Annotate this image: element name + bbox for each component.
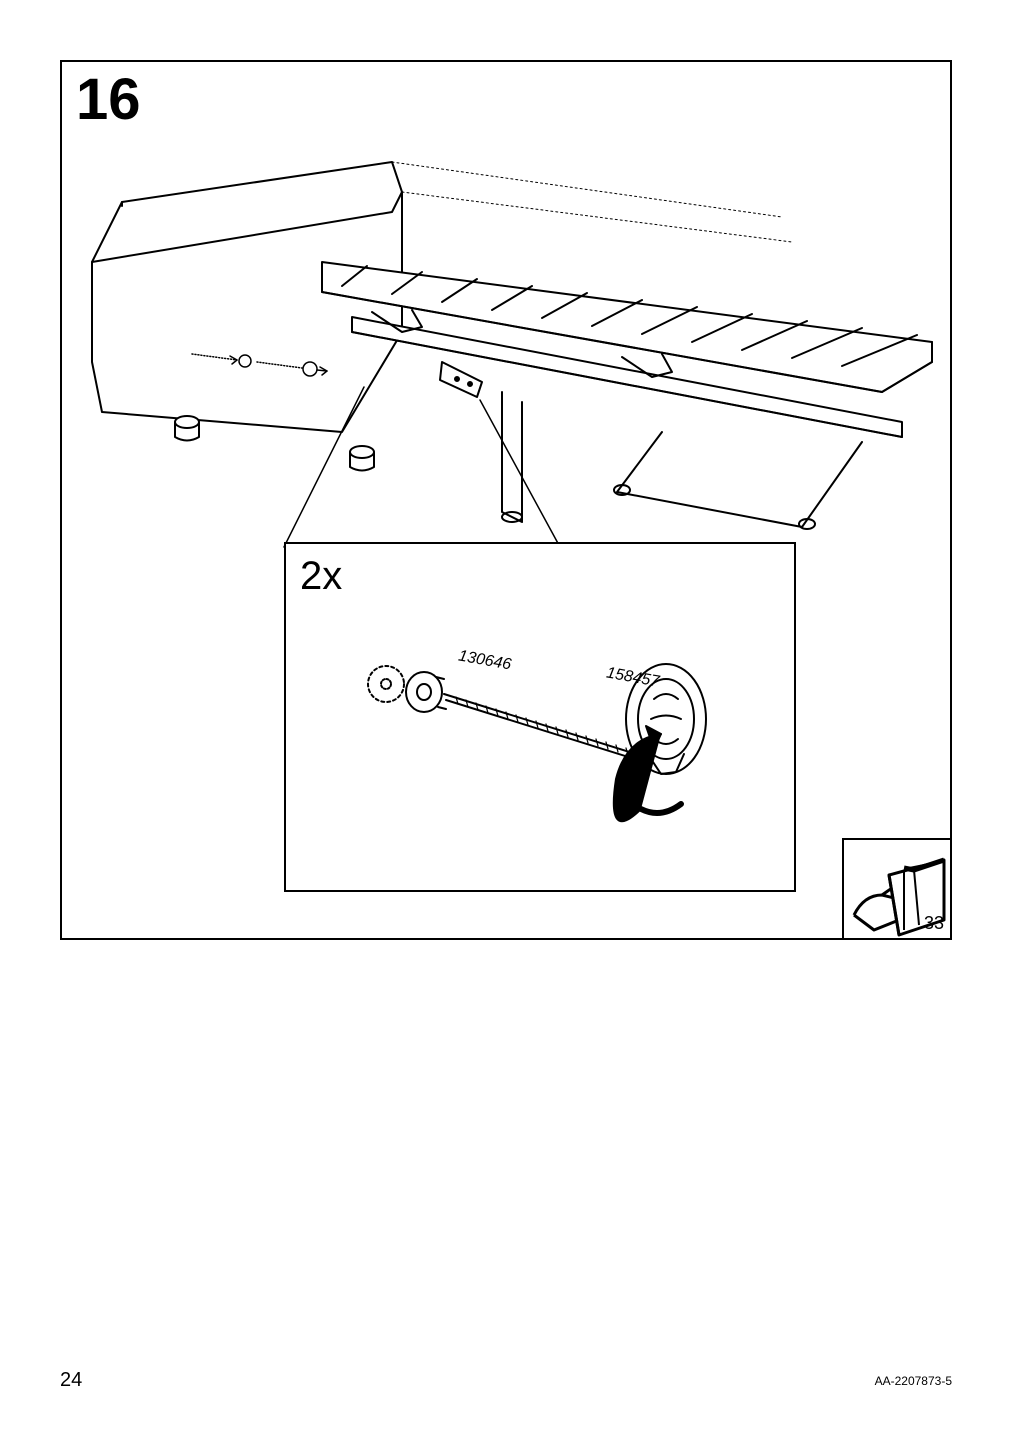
hardware-detail-illustration [286,544,798,894]
page: 16 [0,0,1012,1432]
detail-callout: 2x 130646 158457 [284,542,796,892]
instruction-frame: 16 [60,60,952,940]
reference-page-number: 33 [924,913,944,934]
step-number: 16 [76,66,141,133]
page-number: 24 [60,1369,82,1392]
quantity-label: 2x [300,554,342,599]
page-reference-box: 33 [842,838,952,940]
sofa-bed-illustration [62,132,950,562]
document-id: AA-2207873-5 [875,1374,952,1388]
